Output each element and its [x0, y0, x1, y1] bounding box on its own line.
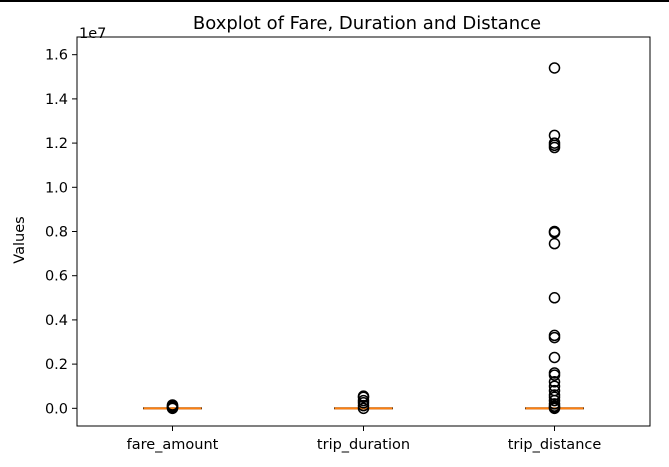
y-tick-label: 0.0: [45, 401, 68, 417]
outlier-point: [548, 329, 561, 342]
y-tick-label: 0.8: [45, 225, 68, 241]
outlier-point: [548, 367, 561, 379]
top-border: [0, 0, 669, 2]
outlier-point: [357, 394, 370, 407]
outlier-point: [548, 389, 561, 401]
outlier-point: [548, 129, 561, 142]
y-tick-label: 1.2: [45, 136, 68, 152]
outlier-point: [357, 390, 370, 402]
y-tick-label: 0.2: [45, 357, 68, 373]
outlier-point: [548, 384, 561, 397]
outlier-point: [548, 225, 561, 238]
outlier-point: [548, 351, 561, 364]
y-tick-label: 1.4: [45, 92, 68, 108]
plot-area: 0.0 0.2 0.4 0.6 0.8 1.0 1.2 1.4 1.6 fare_amount tr…: [45, 36, 651, 453]
outlier-point: [548, 398, 561, 410]
y-offset-label: 1e7: [79, 26, 106, 42]
y-tick-label: 1.0: [45, 180, 68, 196]
y-tick-label: 0.4: [45, 313, 68, 329]
chart-title: Boxplot of Fare, Duration and Distance: [193, 13, 541, 34]
x-tick-label: trip_duration: [317, 437, 410, 453]
outlier-point: [548, 237, 561, 250]
plot-frame: [76, 36, 651, 427]
outlier-point: [548, 380, 561, 392]
x-tick-label: fare_amount: [127, 437, 219, 453]
outlier-point: [548, 292, 561, 304]
outlier-point: [548, 376, 561, 388]
outlier-point: [166, 399, 179, 411]
outlier-point: [548, 137, 561, 149]
y-axis-label: Values: [12, 216, 28, 263]
y-tick-label: 1.6: [45, 48, 68, 64]
x-tick-label: trip_distance: [508, 437, 602, 453]
y-tick-label: 0.6: [45, 269, 68, 285]
outlier-point: [548, 62, 561, 74]
